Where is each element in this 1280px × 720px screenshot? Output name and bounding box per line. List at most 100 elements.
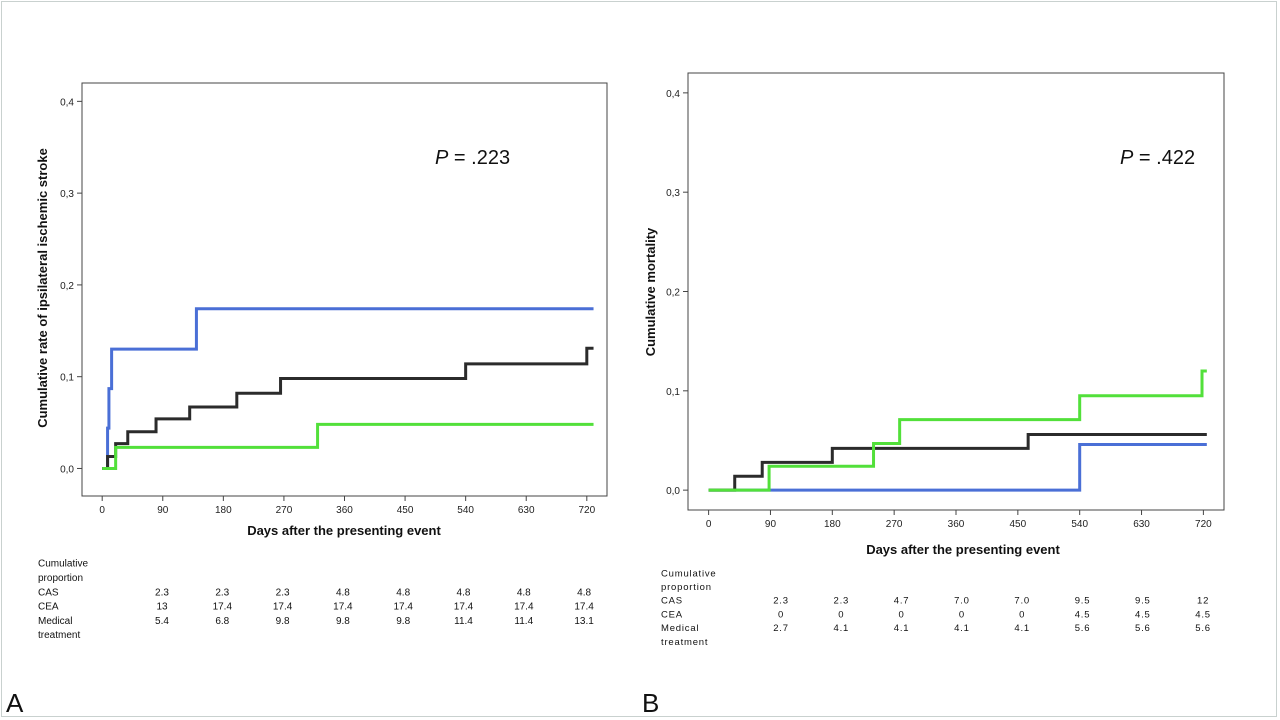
table-row-label: CEA — [661, 609, 683, 620]
y-tick-label: 0,0 — [666, 486, 680, 497]
table-row-label: CAS — [661, 596, 683, 607]
x-tick-label: 630 — [518, 505, 535, 516]
table-cell: 6.8 — [215, 616, 229, 627]
x-tick-label: 0 — [99, 505, 105, 516]
x-axis-title: Days after the presenting event — [247, 523, 441, 538]
table-cell: 4.8 — [457, 587, 471, 598]
table-cell: 0 — [778, 609, 784, 620]
x-tick-label: 540 — [1071, 519, 1088, 530]
table-header-line2: proportion — [38, 573, 83, 584]
table-cell: 4.7 — [894, 596, 910, 607]
cumulative-proportion-table: Cumulative proportion CAS 2.3 2.3 2.3 4.8 4.8 4.… — [38, 559, 594, 642]
plot-area — [81, 82, 608, 497]
table-cell: 2.3 — [155, 587, 169, 598]
table-cell: 17.4 — [454, 602, 474, 613]
table-cell: 0 — [838, 609, 844, 620]
p-value-annotation: P = .223 — [435, 147, 510, 169]
table-cell: 0 — [1019, 609, 1025, 620]
table-row-label-cont: treatment — [661, 637, 708, 648]
chart-panel-b: 0 90 180 270 360 450 540 630 720 0,0 0,1 0,2 0,3 0,4 D… — [642, 72, 1225, 718]
x-tick-label: 90 — [765, 519, 777, 530]
y-axis-title: Cumulative mortality — [643, 227, 658, 356]
table-cell: 5.6 — [1135, 623, 1151, 634]
y-axis-title: Cumulative rate of ipsilateral ischemic … — [35, 148, 50, 428]
table-cell: 2.7 — [773, 623, 789, 634]
y-tick-label: 0,1 — [666, 387, 680, 398]
table-cell: 4.8 — [336, 587, 350, 598]
table-row-label-cont: treatment — [38, 630, 80, 641]
y-tick-label: 0,2 — [666, 288, 680, 299]
table-cell: 5.4 — [155, 616, 169, 627]
table-cell: 4.5 — [1135, 609, 1151, 620]
table-cell: 13 — [156, 602, 168, 613]
y-tick-label: 0,1 — [60, 373, 74, 384]
series-line-medical-treatment — [102, 422, 594, 470]
x-tick-label: 720 — [578, 505, 595, 516]
series-line-cas — [102, 307, 594, 470]
table-cell: 0 — [899, 609, 905, 620]
x-tick-label: 270 — [276, 505, 293, 516]
table-cell: 17.4 — [393, 602, 413, 613]
y-tick-label: 0,2 — [60, 281, 74, 292]
y-tick-label: 0,3 — [666, 188, 680, 199]
series-line-cea — [102, 346, 594, 470]
table-cell: 2.3 — [773, 596, 789, 607]
table-cell: 2.3 — [215, 587, 229, 598]
x-tick-label: 720 — [1195, 519, 1212, 530]
chart-panel-a: 0 90 180 270 360 450 540 630 720 0,0 0,1 0,2 0,3 0,4 D… — [6, 82, 608, 718]
table-cell: 11.4 — [454, 616, 473, 627]
table-cell: 4.8 — [396, 587, 410, 598]
y-tick-label: 0,4 — [666, 89, 680, 100]
x-axis-title: Days after the presenting event — [866, 542, 1060, 557]
series-line-cea — [708, 433, 1207, 492]
panel-letter: A — [6, 688, 24, 718]
table-cell: 4.8 — [577, 587, 591, 598]
table-cell: 11.4 — [514, 616, 533, 627]
table-cell: 4.1 — [954, 623, 970, 634]
y-tick-label: 0,3 — [60, 189, 74, 200]
table-cell: 4.1 — [894, 623, 910, 634]
table-cell: 13.1 — [574, 616, 594, 627]
x-tick-label: 450 — [1010, 519, 1027, 530]
table-cell: 9.8 — [396, 616, 410, 627]
table-cell: 9.5 — [1135, 596, 1151, 607]
table-cell: 9.5 — [1075, 596, 1091, 607]
table-cell: 2.3 — [833, 596, 849, 607]
table-row-label: CEA — [38, 602, 59, 613]
table-row-label: CAS — [38, 587, 59, 598]
x-tick-label: 90 — [157, 505, 169, 516]
series-line-medical-treatment — [708, 369, 1207, 492]
x-tick-label: 0 — [706, 519, 712, 530]
table-cell: 4.8 — [517, 587, 531, 598]
table-cell: 17.4 — [514, 602, 534, 613]
table-cell: 0 — [959, 609, 965, 620]
p-value-annotation: P = .422 — [1120, 147, 1195, 169]
y-tick-label: 0,0 — [60, 464, 74, 475]
table-row-label: Medical — [38, 616, 72, 627]
y-tick-label: 0,4 — [60, 97, 74, 108]
x-tick-label: 270 — [886, 519, 903, 530]
table-cell: 2.3 — [276, 587, 290, 598]
x-tick-label: 360 — [336, 505, 353, 516]
x-tick-label: 540 — [457, 505, 474, 516]
table-cell: 5.6 — [1195, 623, 1211, 634]
table-cell: 17.4 — [213, 602, 233, 613]
table-header-line1: Cumulative — [38, 559, 88, 570]
table-row-label: Medical — [661, 623, 699, 634]
cumulative-proportion-table: Cumulative proportion CAS 2.3 2.3 4.7 7.0 7.0 9.… — [661, 568, 1211, 648]
panel-letter: B — [642, 688, 659, 718]
x-tick-label: 180 — [215, 505, 232, 516]
table-cell: 17.4 — [273, 602, 293, 613]
table-cell: 4.1 — [1014, 623, 1030, 634]
table-header-line1: Cumulative — [661, 568, 717, 579]
table-cell: 9.8 — [336, 616, 350, 627]
table-cell: 7.0 — [1014, 596, 1030, 607]
series-line-cas — [708, 442, 1207, 492]
table-cell: 4.5 — [1075, 609, 1091, 620]
x-tick-label: 180 — [824, 519, 841, 530]
x-tick-label: 630 — [1133, 519, 1150, 530]
table-cell: 5.6 — [1075, 623, 1091, 634]
table-cell: 7.0 — [954, 596, 970, 607]
x-tick-label: 450 — [397, 505, 414, 516]
